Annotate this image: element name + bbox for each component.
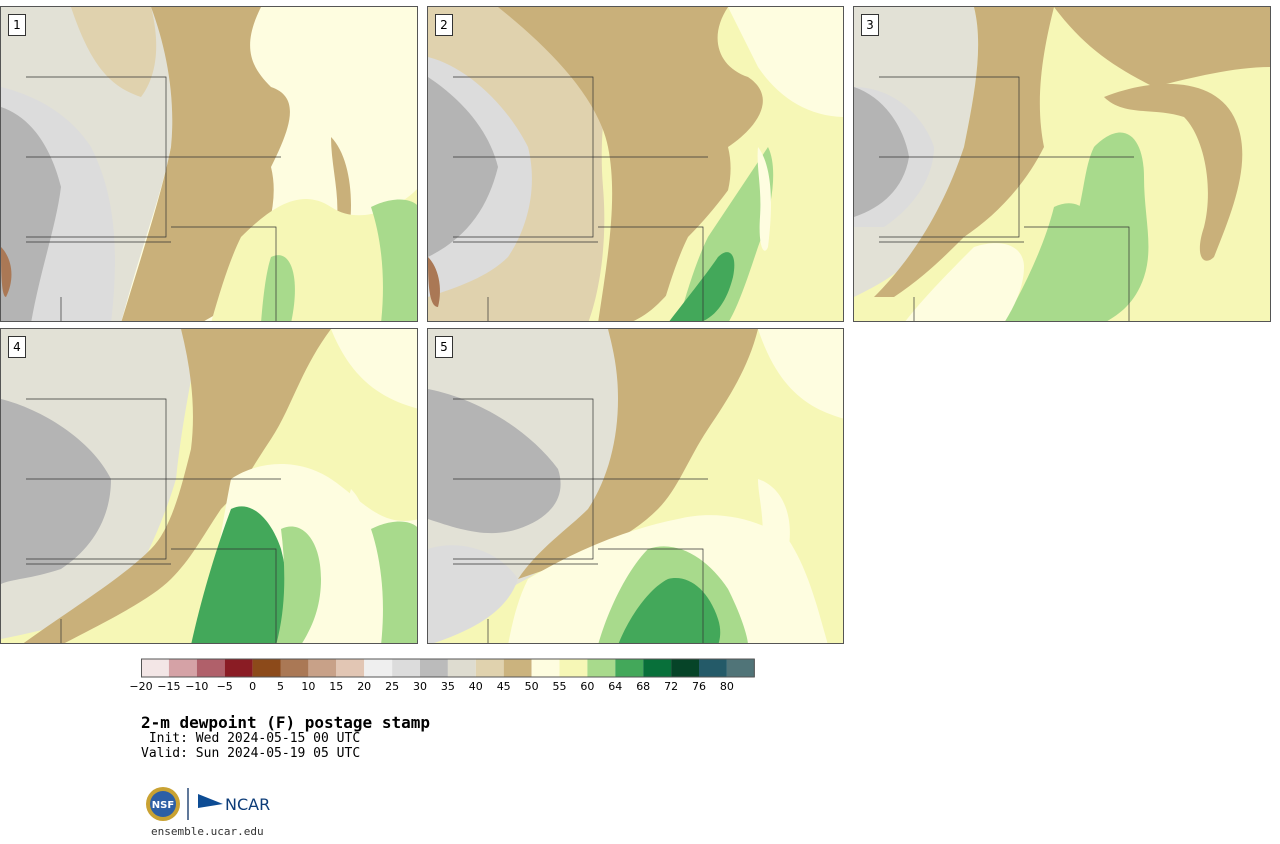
colorbar-tick-label: −5 (216, 680, 233, 693)
colorbar-swatch (615, 659, 644, 677)
colorbar-swatch (196, 659, 225, 677)
colorbar-tick-label: −10 (185, 680, 209, 693)
colorbar-border (141, 658, 755, 678)
colorbar-swatch (141, 659, 169, 677)
colorbar-tick-label: 25 (385, 680, 400, 693)
panel-number-label: 2 (435, 14, 453, 36)
valid-time: Valid: Sun 2024-05-19 05 UTC (141, 746, 361, 761)
panel-number-label: 3 (861, 14, 879, 36)
colorbar-swatch (168, 659, 197, 677)
colorbar-tick-label: 50 (524, 680, 539, 693)
dewpoint-map (428, 7, 843, 321)
colorbar-tick-label: 55 (552, 680, 567, 693)
colorbar-swatch (643, 659, 672, 677)
colorbar (141, 658, 755, 678)
colorbar-tick-label: 64 (608, 680, 623, 693)
dewpoint-map (1, 329, 417, 643)
dewpoint-map (1, 7, 417, 321)
dewpoint-map (428, 329, 843, 643)
colorbar-tick-label: 30 (413, 680, 427, 693)
ncar-logo-text: NCAR (225, 795, 270, 814)
colorbar-swatch (699, 659, 727, 677)
panel-number-label: 1 (8, 14, 26, 36)
colorbar-tick-label: 15 (329, 680, 344, 693)
colorbar-tick-labels: −20 −15 −10 −5 0 5 10 15 20 25 30 35 40 45 50 55 60 64 68 7… (0, 680, 800, 696)
init-time: Init: Wed 2024-05-15 00 UTC (141, 731, 361, 746)
colorbar-swatch (531, 659, 560, 677)
colorbar-swatch (224, 659, 253, 677)
colorbar-swatch (280, 659, 309, 677)
map-panel-3: 3 (853, 6, 1271, 322)
panel-number-label: 5 (435, 336, 453, 358)
colorbar-swatch (252, 659, 281, 677)
colorbar-swatch (447, 659, 476, 677)
nsf-ncar-logo-graphic: NSF NCAR (146, 787, 270, 821)
colorbar-tick-label: 72 (664, 680, 679, 693)
colorbar-swatch (392, 659, 420, 677)
map-panel-1: 1 (0, 6, 418, 322)
website-link[interactable]: ensemble.ucar.edu (151, 825, 264, 838)
colorbar-tick-label: 80 (719, 680, 734, 693)
colorbar-tick-label: 76 (692, 680, 706, 693)
colorbar-swatch (671, 659, 699, 677)
map-panel-4: 4 (0, 328, 418, 644)
colorbar-tick-label: 0 (249, 680, 257, 693)
map-panel-5: 5 (427, 328, 844, 644)
colorbar-swatch (420, 659, 448, 677)
dewpoint-map (854, 7, 1270, 321)
colorbar-tick-label: 60 (580, 680, 595, 693)
colorbar-swatch (475, 659, 504, 677)
colorbar-tick-label: 68 (636, 680, 651, 693)
colorbar-swatch (726, 659, 755, 677)
nsf-logo-text: NSF (152, 800, 174, 811)
colorbar-swatch (336, 659, 365, 677)
chart-title: 2-m dewpoint (F) postage stamp (141, 713, 430, 732)
colorbar-swatch (364, 659, 393, 677)
panel-number-label: 4 (8, 336, 26, 358)
nsf-ncar-logo: NSF NCAR (145, 786, 275, 822)
colorbar-swatch (503, 659, 532, 677)
colorbar-tick-label: −15 (157, 680, 181, 693)
colorbar-swatch (559, 659, 588, 677)
colorbar-tick-label: 10 (301, 680, 316, 693)
colorbar-swatch (308, 659, 337, 677)
colorbar-tick-label: −20 (129, 680, 153, 693)
colorbar-tick-label: 5 (277, 680, 284, 693)
colorbar-swatch (587, 659, 616, 677)
map-panel-2: 2 (427, 6, 844, 322)
colorbar-tick-label: 20 (357, 680, 372, 693)
colorbar-tick-label: 40 (468, 680, 483, 693)
colorbar-tick-label: 45 (496, 680, 511, 693)
colorbar-tick-label: 35 (440, 680, 455, 693)
